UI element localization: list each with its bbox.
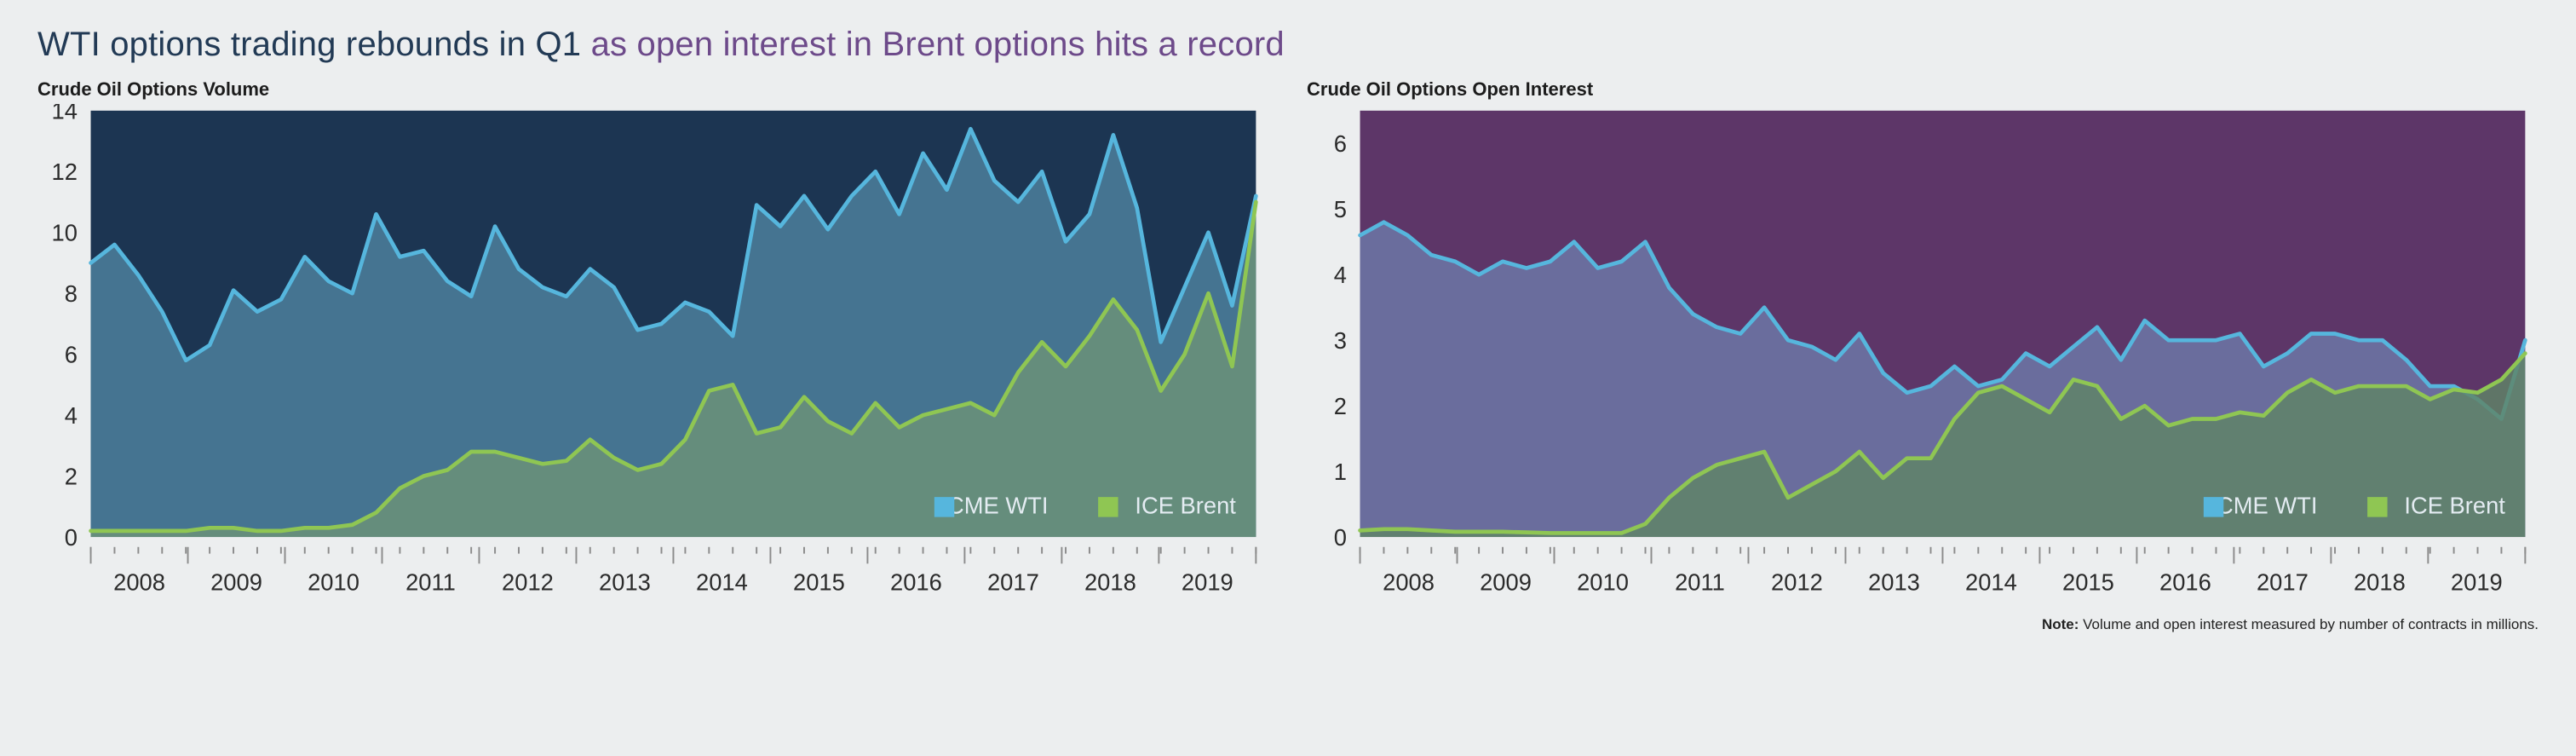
svg-text:2018: 2018 <box>2354 569 2406 596</box>
svg-text:1: 1 <box>1334 459 1347 485</box>
svg-text:2015: 2015 <box>2062 569 2114 596</box>
volume-chart-plot: 0 2 4 6 8 10 12 14 2008 2009 2010 2011 2012 2013 2014 2… <box>37 104 1269 608</box>
svg-text:2008: 2008 <box>1383 569 1435 596</box>
svg-text:2010: 2010 <box>308 569 359 596</box>
svg-text:2017: 2017 <box>987 569 1039 596</box>
svg-text:2: 2 <box>1334 393 1347 419</box>
svg-text:ICE Brent: ICE Brent <box>2404 493 2505 519</box>
figure-root: WTI options trading rebounds in Q1 as op… <box>0 0 2576 649</box>
svg-text:2010: 2010 <box>1577 569 1629 596</box>
svg-text:2012: 2012 <box>502 569 554 596</box>
footnote: Note: Volume and open interest measured … <box>37 616 2539 633</box>
footnote-text: Volume and open interest measured by num… <box>2079 616 2539 632</box>
svg-text:3: 3 <box>1334 327 1347 354</box>
title-primary: WTI options trading rebounds in Q1 <box>37 26 591 63</box>
svg-text:14: 14 <box>51 104 77 124</box>
svg-text:CME WTI: CME WTI <box>2217 493 2317 519</box>
svg-text:6: 6 <box>1334 130 1347 157</box>
svg-text:2018: 2018 <box>1084 569 1136 596</box>
oi-chart: Crude Oil Options Open Interest 0 1 2 3 4 5 6 2… <box>1307 73 2539 608</box>
svg-text:2: 2 <box>65 463 78 489</box>
svg-text:2014: 2014 <box>1965 569 2017 596</box>
svg-text:2009: 2009 <box>210 569 262 596</box>
volume-chart-title: Crude Oil Options Volume <box>37 78 1269 101</box>
svg-text:2012: 2012 <box>1771 569 1823 596</box>
svg-text:2016: 2016 <box>2159 569 2211 596</box>
svg-text:4: 4 <box>1334 262 1347 288</box>
title-secondary: as open interest in Brent options hits a… <box>591 26 1285 63</box>
svg-text:2014: 2014 <box>696 569 748 596</box>
svg-text:6: 6 <box>65 341 78 367</box>
svg-text:2011: 2011 <box>405 569 456 596</box>
svg-text:2019: 2019 <box>2451 569 2503 596</box>
svg-text:2008: 2008 <box>113 569 165 596</box>
svg-text:4: 4 <box>65 402 78 429</box>
svg-text:2015: 2015 <box>793 569 845 596</box>
svg-text:2013: 2013 <box>1868 569 1920 596</box>
svg-text:2011: 2011 <box>1675 569 1725 596</box>
svg-text:5: 5 <box>1334 196 1347 222</box>
page-title: WTI options trading rebounds in Q1 as op… <box>37 24 2539 65</box>
svg-text:8: 8 <box>65 280 78 307</box>
volume-chart: Crude Oil Options Volume 0 2 4 6 8 10 12 14 2008… <box>37 73 1269 608</box>
oi-chart-title: Crude Oil Options Open Interest <box>1307 78 2539 101</box>
svg-text:0: 0 <box>1334 524 1347 551</box>
footnote-label: Note: <box>2042 616 2079 632</box>
oi-chart-plot: 0 1 2 3 4 5 6 2008 2009 2010 2011 2012 2013 2014 2015 2… <box>1307 104 2539 608</box>
svg-text:12: 12 <box>51 159 77 185</box>
svg-text:2019: 2019 <box>1182 569 1233 596</box>
svg-text:2013: 2013 <box>599 569 651 596</box>
charts-row: Crude Oil Options Volume 024681012142008… <box>37 73 2539 608</box>
svg-text:2009: 2009 <box>1480 569 1532 596</box>
svg-text:0: 0 <box>65 524 78 551</box>
svg-text:CME WTI: CME WTI <box>947 493 1048 519</box>
svg-text:2016: 2016 <box>890 569 942 596</box>
svg-text:ICE Brent: ICE Brent <box>1135 493 1236 519</box>
svg-text:10: 10 <box>51 220 77 246</box>
svg-text:2017: 2017 <box>2257 569 2309 596</box>
